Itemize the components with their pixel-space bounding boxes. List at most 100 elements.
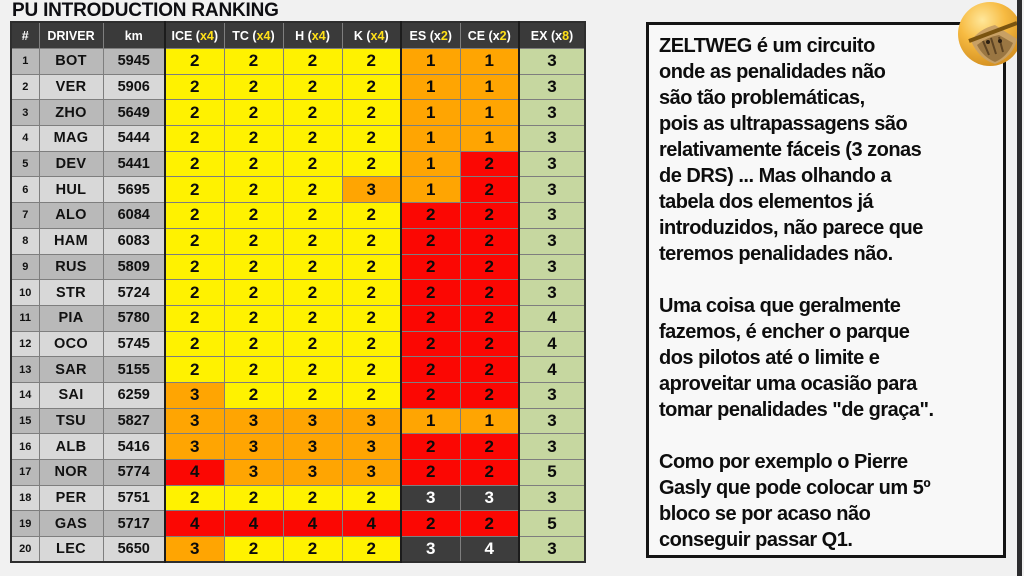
component-count: 2: [164, 304, 225, 332]
component-count: 2: [282, 150, 343, 178]
component-count: 1: [400, 73, 461, 101]
component-count: 2: [282, 125, 343, 152]
row-position: 8: [10, 227, 40, 255]
component-count: 2: [223, 150, 284, 178]
component-count: 2: [400, 356, 461, 383]
component-count: 2: [223, 381, 284, 409]
component-count: 2: [459, 176, 520, 204]
exhaust-count: 3: [518, 99, 586, 127]
driver-code: SAI: [38, 381, 104, 409]
row-position: 15: [10, 407, 40, 435]
km-value: 5416: [102, 433, 166, 460]
table-row: 4 MAG 5444 2 2 2 2 1 1 3: [10, 125, 586, 152]
component-count: 2: [223, 279, 284, 306]
component-count: 4: [164, 459, 225, 486]
table-row: 5 DEV 5441 2 2 2 2 1 2 3: [10, 150, 586, 178]
component-count: 1: [459, 48, 520, 75]
component-count: 2: [282, 48, 343, 75]
component-count: 2: [164, 99, 225, 127]
component-count: 2: [282, 484, 343, 512]
component-count: 4: [164, 510, 225, 538]
component-count: 2: [341, 227, 402, 255]
driver-code: DEV: [38, 150, 104, 178]
component-count: 3: [282, 459, 343, 486]
component-count: 3: [164, 433, 225, 460]
km-value: 5809: [102, 253, 166, 281]
component-count: 2: [459, 459, 520, 486]
component-count: 2: [223, 99, 284, 127]
component-count: 2: [459, 381, 520, 409]
component-count: 3: [341, 176, 402, 204]
exhaust-count: 3: [518, 536, 586, 563]
component-count: 2: [164, 48, 225, 75]
col-header-ce: CE (x2): [459, 21, 520, 49]
km-value: 5745: [102, 330, 166, 358]
col-header-pos: #: [10, 21, 40, 49]
table-row: 3 ZHO 5649 2 2 2 2 1 1 3: [10, 99, 586, 127]
driver-code: HAM: [38, 227, 104, 255]
km-value: 6084: [102, 202, 166, 229]
commentary-paragraph-1: ZELTWEG é um circuito onde as penalidade…: [659, 35, 923, 265]
driver-code: OCO: [38, 330, 104, 358]
exhaust-count: 3: [518, 484, 586, 512]
km-value: 5751: [102, 484, 166, 512]
driver-code: TSU: [38, 407, 104, 435]
component-count: 3: [400, 536, 461, 563]
row-position: 9: [10, 253, 40, 281]
component-count: 2: [400, 279, 461, 306]
component-count: 2: [282, 202, 343, 229]
component-count: 2: [341, 99, 402, 127]
component-count: 1: [459, 73, 520, 101]
row-position: 19: [10, 510, 40, 538]
exhaust-count: 4: [518, 330, 586, 358]
table-row: 15 TSU 5827 3 3 3 3 1 1 3: [10, 407, 586, 435]
row-position: 10: [10, 279, 40, 306]
component-count: 1: [459, 125, 520, 152]
component-count: 2: [341, 73, 402, 101]
component-count: 1: [400, 99, 461, 127]
component-count: 2: [164, 202, 225, 229]
component-count: 2: [282, 99, 343, 127]
table-header-row: # DRIVER km ICE (x4) TC (x4) H (x4) K (x…: [10, 21, 586, 49]
component-count: 2: [282, 227, 343, 255]
component-count: 4: [459, 536, 520, 563]
component-count: 2: [282, 253, 343, 281]
table-row: 10 STR 5724 2 2 2 2 2 2 3: [10, 279, 586, 306]
component-count: 2: [400, 304, 461, 332]
row-position: 16: [10, 433, 40, 460]
exhaust-count: 3: [518, 176, 586, 204]
component-count: 2: [400, 510, 461, 538]
component-count: 2: [459, 304, 520, 332]
km-value: 5695: [102, 176, 166, 204]
component-count: 2: [282, 356, 343, 383]
table-row: 14 SAI 6259 3 2 2 2 2 2 3: [10, 381, 586, 409]
driver-code: PER: [38, 484, 104, 512]
row-position: 5: [10, 150, 40, 178]
driver-code: HUL: [38, 176, 104, 204]
driver-code: STR: [38, 279, 104, 306]
component-count: 4: [341, 510, 402, 538]
row-position: 1: [10, 48, 40, 75]
component-count: 2: [164, 330, 225, 358]
exhaust-count: 3: [518, 279, 586, 306]
exhaust-count: 5: [518, 510, 586, 538]
component-count: 2: [223, 227, 284, 255]
component-count: 2: [341, 279, 402, 306]
col-header-ice: ICE (x4): [164, 21, 225, 49]
driver-code: ALB: [38, 433, 104, 460]
table-row: 18 PER 5751 2 2 2 2 3 3 3: [10, 484, 586, 512]
component-count: 2: [459, 253, 520, 281]
component-count: 2: [341, 202, 402, 229]
page-title: PU INTRODUCTION RANKING: [12, 0, 279, 21]
commentary-paragraph-2: Uma coisa que geralmente fazemos, é ench…: [659, 295, 934, 421]
component-count: 2: [282, 304, 343, 332]
component-count: 2: [459, 150, 520, 178]
km-value: 5945: [102, 48, 166, 75]
km-value: 6083: [102, 227, 166, 255]
component-count: 2: [164, 484, 225, 512]
component-count: 2: [164, 176, 225, 204]
driver-code: MAG: [38, 125, 104, 152]
col-header-km: km: [102, 21, 166, 49]
exhaust-count: 3: [518, 150, 586, 178]
exhaust-count: 3: [518, 202, 586, 229]
